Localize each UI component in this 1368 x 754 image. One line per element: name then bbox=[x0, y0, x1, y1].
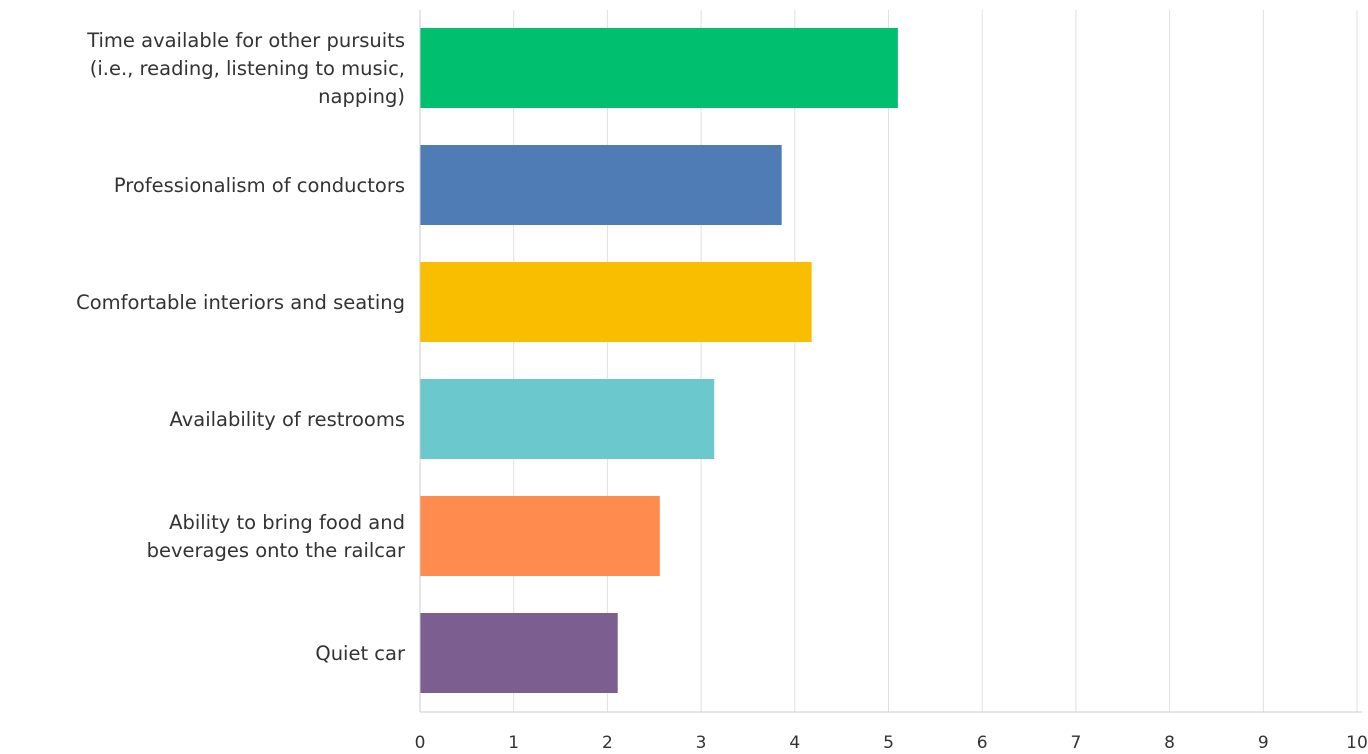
category-label-line: Time available for other pursuits bbox=[86, 29, 405, 52]
category-label-line: (i.e., reading, listening to music, bbox=[90, 57, 405, 80]
bar-2 bbox=[420, 145, 782, 225]
category-label-line: napping) bbox=[318, 85, 405, 108]
category-label-2: Professionalism of conductors bbox=[114, 174, 405, 197]
category-label-4: Availability of restrooms bbox=[170, 408, 405, 431]
x-tick-label-1: 1 bbox=[508, 733, 519, 753]
x-tick-label-10: 10 bbox=[1346, 733, 1368, 753]
category-label-line: Comfortable interiors and seating bbox=[76, 291, 405, 314]
x-tick-label-0: 0 bbox=[415, 733, 426, 753]
category-label-line: Availability of restrooms bbox=[170, 408, 405, 431]
x-tick-label-6: 6 bbox=[977, 733, 988, 753]
category-label-5: Ability to bring food and beverages onto … bbox=[147, 511, 406, 562]
bar-5 bbox=[420, 496, 660, 576]
category-labels: Time available for other pursuits (i.e., … bbox=[76, 29, 406, 665]
bar-4 bbox=[420, 379, 715, 459]
tick-labels: 0 1 2 3 4 5 6 7 8 9 10 bbox=[415, 733, 1368, 753]
x-tick-label-5: 5 bbox=[883, 733, 894, 753]
category-label-3: Comfortable interiors and seating bbox=[76, 291, 405, 314]
category-label-line: Professionalism of conductors bbox=[114, 174, 405, 197]
bar-6 bbox=[420, 613, 618, 693]
x-tick-label-9: 9 bbox=[1258, 733, 1269, 753]
gridlines bbox=[513, 10, 1358, 712]
category-label-line: Ability to bring food and bbox=[169, 511, 405, 534]
bar-1 bbox=[420, 28, 898, 108]
category-label-line: Quiet car bbox=[315, 642, 406, 665]
x-tick-label-3: 3 bbox=[696, 733, 707, 753]
bars bbox=[420, 28, 898, 693]
category-label-6: Quiet car bbox=[315, 642, 406, 665]
axes bbox=[419, 10, 1362, 713]
x-tick-label-7: 7 bbox=[1070, 733, 1081, 753]
x-tick-label-2: 2 bbox=[602, 733, 613, 753]
category-label-1: Time available for other pursuits (i.e., … bbox=[86, 29, 405, 108]
x-tick-label-8: 8 bbox=[1164, 733, 1175, 753]
category-label-line: beverages onto the railcar bbox=[147, 539, 406, 562]
x-tick-label-4: 4 bbox=[789, 733, 800, 753]
bar-3 bbox=[420, 262, 812, 342]
